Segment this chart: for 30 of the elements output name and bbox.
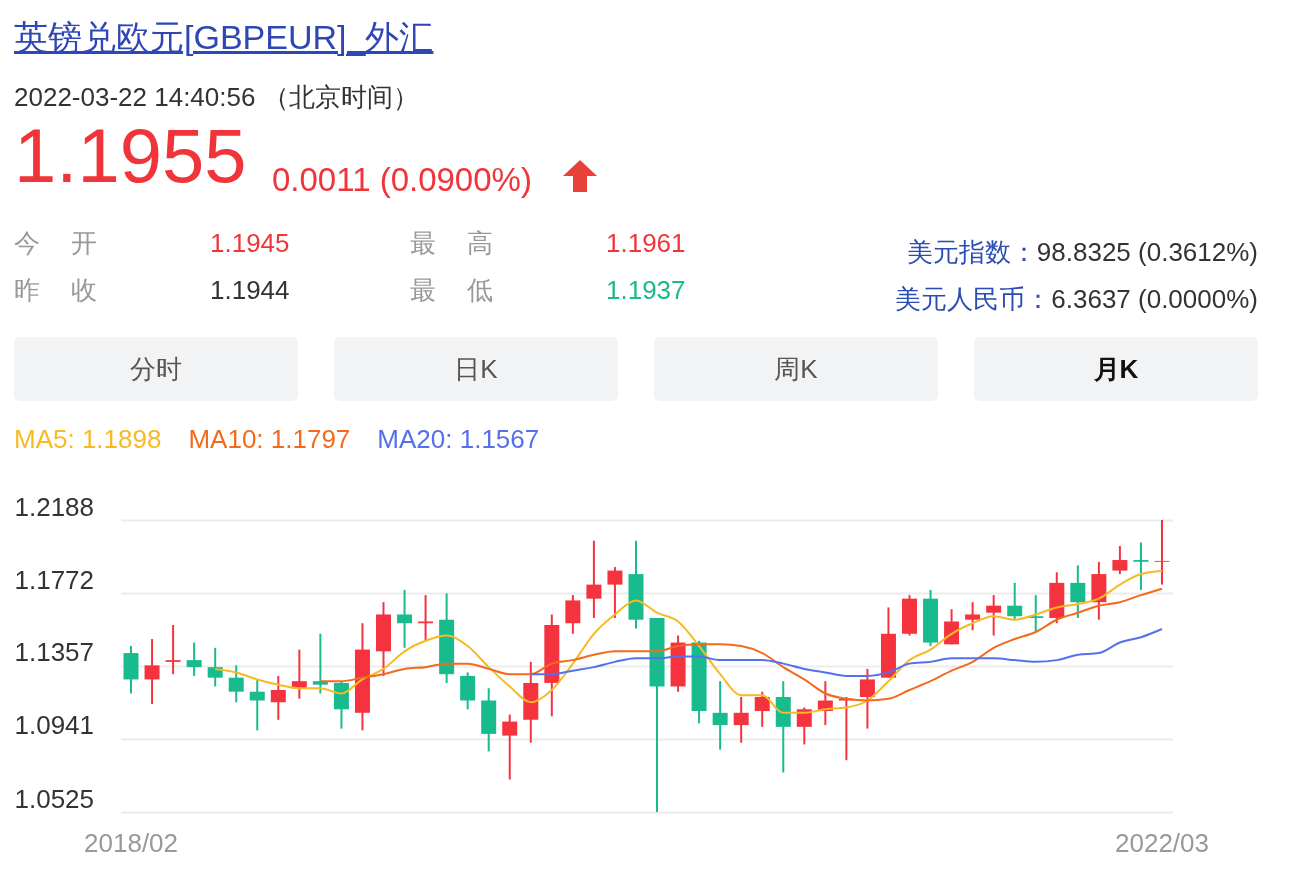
text: 美元人民币： [895,284,1052,314]
chart-title: 英镑兑欧元[GBPEUR]_外汇 [14,18,434,56]
text: MA5: 1.1898 [14,424,162,454]
text: 今 开 [14,228,110,258]
text: 6.3637 (0.0000%) [1051,284,1258,314]
text: MA10: 1.1797 [188,424,351,454]
x-tick-label: 2022/03 [1114,827,1209,858]
tab-button: 月K [974,337,1258,401]
text: 1.1937 [606,275,686,305]
text: MA20: 1.1567 [377,424,540,454]
tab-button: 分时 [14,337,298,401]
tab-button: 周K [654,337,938,401]
y-tick-label: 1.1357 [14,637,95,668]
text: 98.8325 (0.3612%) [1036,237,1258,267]
y-tick-label: 1.2188 [14,491,95,522]
text: 美元指数： [906,237,1037,267]
y-tick-label: 1.0525 [14,783,95,814]
tab-button: 日K [334,337,618,401]
text: 0.0011 (0.0900%) [272,161,532,198]
y-tick-label: 1.0941 [14,710,95,741]
text: 1.1955 [14,113,247,198]
chart-subtitle: 2022-03-22 14:40:56 （北京时间） [14,82,419,112]
y-tick-label: 1.1772 [14,564,95,595]
text: 昨 收 [14,275,110,305]
x-tick-label: 2018/02 [84,827,179,858]
text: 最 低 [410,275,506,305]
text: 1.1961 [606,228,686,258]
text: 最 高 [410,228,506,258]
text: 1.1945 [210,228,290,258]
text: 1.1944 [210,275,290,305]
